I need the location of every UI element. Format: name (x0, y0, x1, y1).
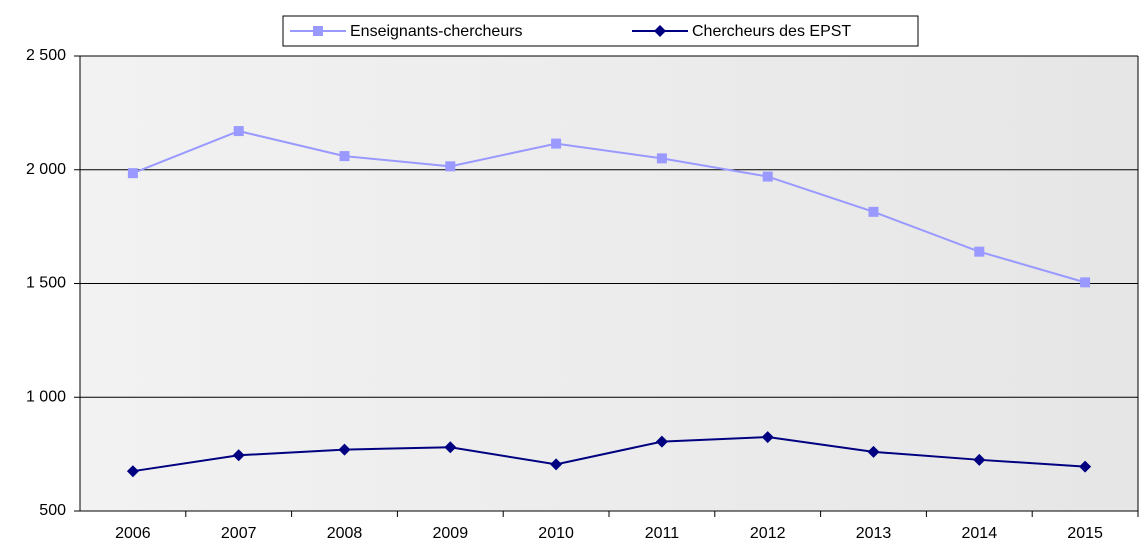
x-tick-label: 2015 (1067, 525, 1103, 542)
y-tick-label: 1 500 (26, 275, 66, 292)
y-tick-label: 2 000 (26, 161, 66, 178)
marker (444, 441, 457, 454)
series-line (132, 436, 1086, 473)
marker (551, 138, 562, 149)
legend-label: Enseignants-chercheurs (350, 23, 523, 40)
marker (445, 161, 456, 172)
marker (868, 206, 879, 217)
y-tick-label: 1 000 (26, 388, 66, 405)
x-tick-label: 2007 (221, 525, 257, 542)
legend-box (282, 15, 919, 47)
marker (550, 458, 563, 471)
x-tick-label: 2013 (856, 525, 892, 542)
marker (1080, 277, 1091, 288)
marker (232, 449, 245, 462)
x-tick-label: 2006 (115, 525, 151, 542)
marker (762, 171, 773, 182)
y-tick-label: 500 (39, 502, 66, 519)
series-line (132, 130, 1086, 284)
marker (1079, 460, 1092, 473)
marker (973, 453, 986, 466)
marker (339, 151, 350, 162)
x-tick-label: 2012 (750, 525, 786, 542)
marker (233, 126, 244, 137)
x-tick-label: 2014 (962, 525, 998, 542)
marker (656, 153, 667, 164)
y-tick-label: 2 500 (26, 47, 66, 64)
marker (338, 443, 351, 456)
legend-marker (313, 26, 323, 36)
x-tick-label: 2010 (538, 525, 574, 542)
x-tick-label: 2011 (645, 525, 680, 542)
marker (867, 445, 880, 458)
x-tick-label: 2009 (433, 525, 469, 542)
marker (126, 465, 139, 478)
marker (974, 246, 985, 257)
legend: Enseignants-chercheurs Chercheurs des EPS… (282, 15, 919, 47)
marker (127, 168, 138, 179)
marker (655, 435, 668, 448)
legend-marker (654, 25, 666, 37)
legend-label: Chercheurs des EPST (692, 23, 851, 40)
x-tick-label: 2008 (327, 525, 363, 542)
marker (761, 431, 774, 444)
